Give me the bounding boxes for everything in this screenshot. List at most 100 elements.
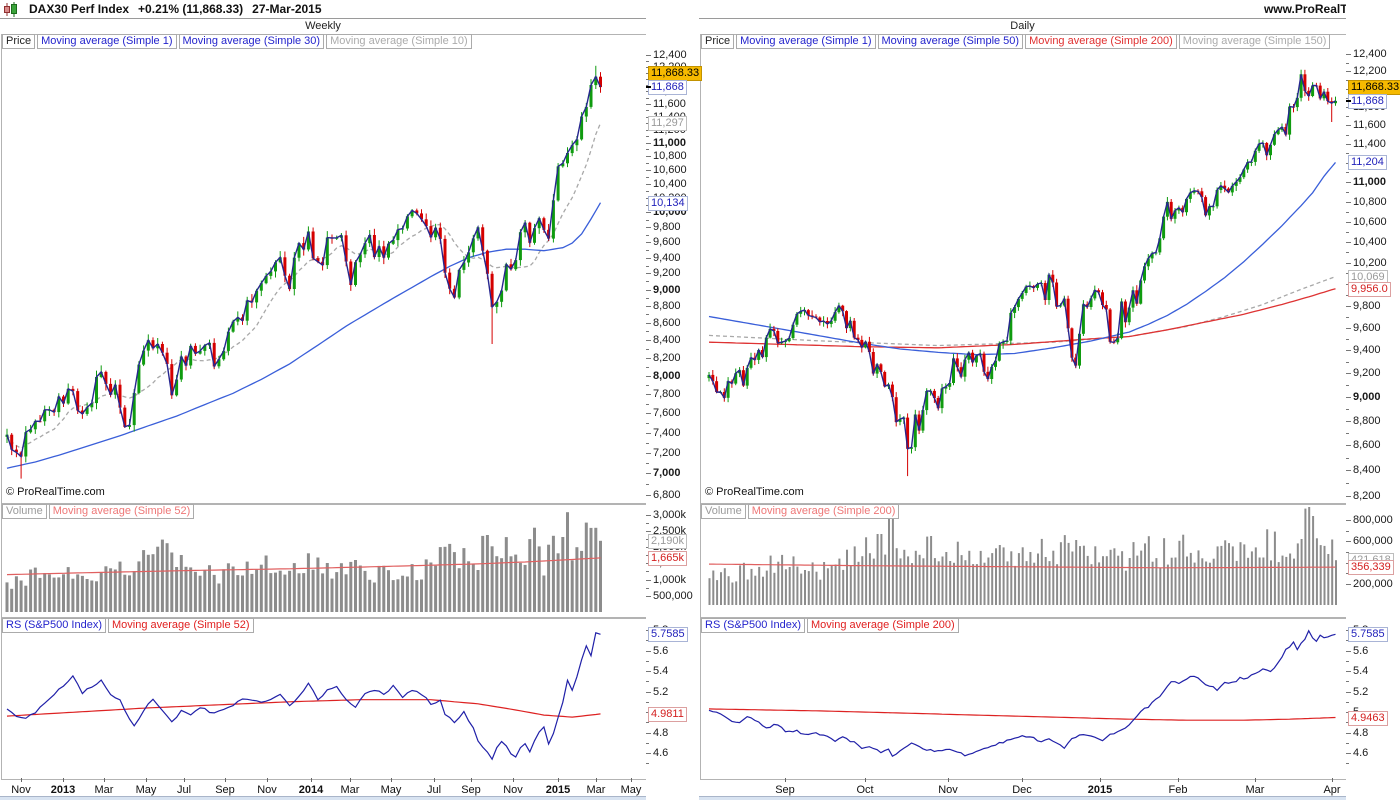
axis-tick bbox=[646, 314, 649, 316]
rs-marker-blue: 5.7585 bbox=[648, 627, 688, 643]
price-axis-label: 10,600 bbox=[1353, 215, 1387, 228]
price-axis-label: 10,600 bbox=[653, 163, 687, 176]
price-axis-label: 8,800 bbox=[1353, 414, 1381, 427]
time-axis-label: Mar bbox=[340, 784, 360, 796]
price-axis-label: 10,400 bbox=[653, 177, 687, 190]
axis-tick bbox=[646, 136, 649, 138]
volume-chart-daily[interactable] bbox=[700, 504, 1347, 618]
volume-chart-weekly[interactable] bbox=[1, 504, 647, 618]
rs-chart-daily[interactable] bbox=[700, 618, 1347, 780]
price-axis-label: 9,200 bbox=[653, 267, 681, 280]
volume-marker-red: 356,339 bbox=[1348, 560, 1394, 576]
axis-tick bbox=[1346, 80, 1349, 82]
volume-legend-item[interactable]: Moving average (Simple 52) bbox=[48, 504, 195, 519]
time-axis-tick bbox=[184, 778, 185, 782]
volume-legend-item[interactable]: Volume bbox=[2, 504, 47, 519]
axis-tick bbox=[1346, 316, 1349, 318]
copyright-daily: © ProRealTime.com bbox=[705, 486, 804, 498]
price-legend-item[interactable]: Moving average (Simple 1) bbox=[736, 34, 876, 49]
axis-tick bbox=[1346, 191, 1349, 193]
axis-tick bbox=[1346, 350, 1351, 352]
price-legend-item[interactable]: Moving average (Simple 150) bbox=[1178, 34, 1331, 49]
axis-tick bbox=[646, 442, 649, 444]
price-axis-label: 11,000 bbox=[653, 136, 687, 149]
axis-tick bbox=[646, 514, 651, 516]
rs-legend-item[interactable]: RS (S&P500 Index) bbox=[701, 618, 805, 633]
axis-tick bbox=[646, 249, 649, 251]
axis-tick bbox=[646, 555, 649, 557]
axis-tick bbox=[646, 722, 649, 724]
time-axis-tick bbox=[785, 778, 786, 782]
rs-legend-daily: RS (S&P500 Index) Moving average (Simple … bbox=[701, 618, 959, 633]
volume-axis-label: 1,000k bbox=[653, 573, 687, 586]
rs-axis-label: 4.8 bbox=[653, 726, 669, 739]
time-axis-tick bbox=[1100, 778, 1101, 782]
axis-tick bbox=[1346, 396, 1351, 398]
time-axis-label: 2013 bbox=[50, 784, 76, 796]
value-axis-weekly[interactable]: 6,800 7,000 7,200 7,400 7,600 7,800 8,000 8,200… bbox=[646, 0, 703, 800]
price-axis-label: 11,600 bbox=[653, 97, 686, 110]
price-plot-svg bbox=[707, 69, 1337, 477]
price-legend-item[interactable]: Price bbox=[701, 34, 735, 49]
price-marker-last: 11,868.33 bbox=[648, 66, 703, 82]
time-axis-tick bbox=[267, 778, 268, 782]
rs-legend-item[interactable]: Moving average (Simple 200) bbox=[807, 618, 959, 633]
volume-plot-svg bbox=[708, 507, 1337, 605]
instrument-change: +0.21% (11,868.33) bbox=[138, 2, 244, 16]
rs-axis-label: 5.4 bbox=[1353, 665, 1369, 677]
rs-legend-item[interactable]: RS (S&P500 Index) bbox=[2, 618, 106, 633]
axis-tick bbox=[1346, 242, 1351, 244]
rs-plot-svg bbox=[708, 629, 1336, 758]
bottom-divider bbox=[0, 796, 1400, 797]
price-legend-daily: Price Moving average (Simple 1) Moving ave… bbox=[701, 34, 1331, 49]
price-legend-item[interactable]: Moving average (Simple 200) bbox=[1025, 34, 1177, 49]
axis-tick bbox=[646, 640, 649, 642]
time-axis-tick bbox=[1332, 778, 1333, 782]
time-axis-label: Nov bbox=[503, 784, 523, 796]
price-axis-label: 9,200 bbox=[1353, 367, 1381, 380]
price-legend-item[interactable]: Moving average (Simple 1) bbox=[37, 34, 177, 49]
price-marker-blue: 10,134 bbox=[648, 195, 688, 211]
time-axis-label: Mar bbox=[94, 784, 114, 796]
volume-axis-label: 500,000 bbox=[653, 589, 693, 602]
price-legend-weekly: Price Moving average (Simple 1) Moving ave… bbox=[2, 34, 472, 49]
rs-legend-item[interactable]: Moving average (Simple 52) bbox=[108, 618, 254, 633]
axis-tick bbox=[1346, 445, 1351, 447]
price-chart-daily[interactable] bbox=[700, 34, 1347, 504]
price-chart-weekly[interactable] bbox=[1, 34, 647, 504]
axis-tick bbox=[646, 422, 649, 424]
axis-tick bbox=[646, 348, 649, 350]
time-axis-label: 2015 bbox=[545, 784, 571, 796]
volume-legend-item[interactable]: Volume bbox=[701, 504, 746, 519]
axis-tick bbox=[1346, 384, 1349, 386]
axis-tick bbox=[1346, 551, 1349, 553]
volume-legend-weekly: Volume Moving average (Simple 52) bbox=[2, 504, 195, 519]
axis-tick bbox=[1346, 541, 1351, 543]
axis-tick bbox=[1346, 681, 1349, 683]
rs-chart-weekly[interactable] bbox=[1, 618, 647, 780]
value-axis-daily[interactable]: 8,200 8,400 8,600 8,800 9,000 9,200 9,400 9,600… bbox=[1346, 0, 1400, 800]
price-legend-item[interactable]: Moving average (Simple 10) bbox=[326, 34, 472, 49]
axis-tick bbox=[1346, 660, 1349, 662]
axis-tick bbox=[646, 650, 651, 652]
axis-tick bbox=[646, 257, 651, 259]
time-axis-label: May bbox=[135, 784, 157, 796]
axis-tick bbox=[646, 149, 649, 151]
volume-legend-item[interactable]: Moving average (Simple 200) bbox=[747, 504, 900, 519]
candlestick-icon bbox=[3, 1, 20, 17]
copyright-weekly: © ProRealTime.com bbox=[6, 486, 105, 498]
axis-tick bbox=[646, 183, 651, 185]
axis-tick bbox=[646, 473, 651, 475]
time-axis-label: May bbox=[620, 784, 642, 796]
price-axis-label: 8,200 bbox=[653, 351, 681, 364]
time-axis-label: Oct bbox=[856, 784, 874, 796]
price-legend-item[interactable]: Moving average (Simple 50) bbox=[877, 34, 1024, 49]
time-axis-label: 2014 bbox=[298, 784, 324, 796]
price-legend-item[interactable]: Price bbox=[2, 34, 36, 49]
price-legend-item[interactable]: Moving average (Simple 30) bbox=[178, 34, 325, 49]
price-axis-label: 10,400 bbox=[1353, 236, 1387, 249]
axis-tick bbox=[646, 357, 651, 359]
axis-tick bbox=[1346, 650, 1351, 652]
axis-tick bbox=[646, 530, 651, 532]
